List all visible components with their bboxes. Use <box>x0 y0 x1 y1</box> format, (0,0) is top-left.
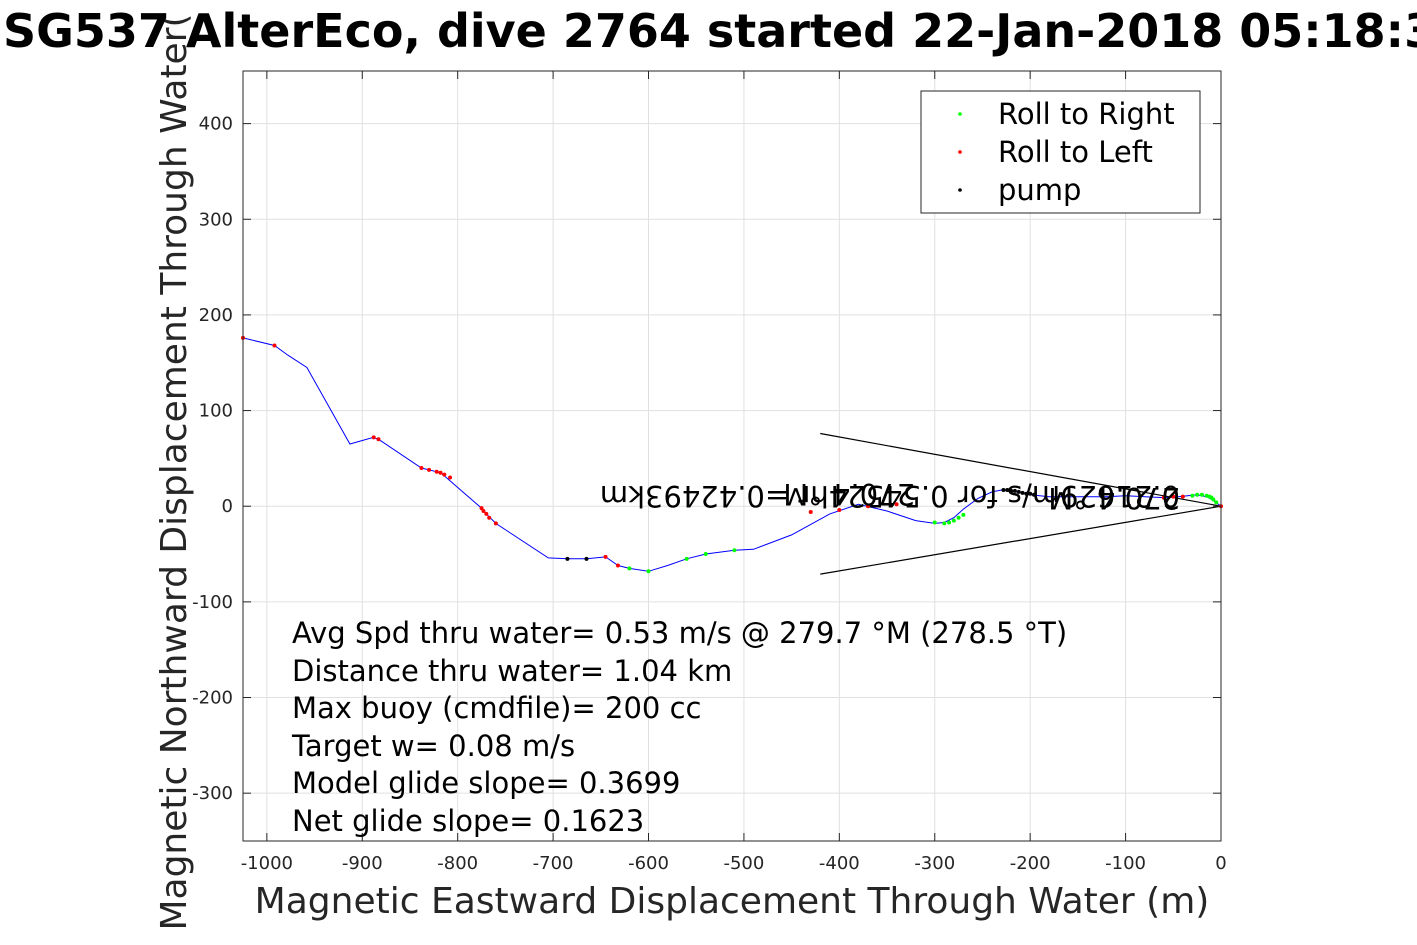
x-tick-label: -500 <box>723 853 764 874</box>
pump-point <box>565 556 570 561</box>
roll-right-point <box>1195 492 1200 497</box>
roll-left-point <box>442 472 447 477</box>
y-tick-label: 400 <box>199 114 233 135</box>
roll-left-point <box>434 469 439 474</box>
roll-left-point <box>603 554 608 559</box>
roll-left-point <box>837 508 842 513</box>
pump-point <box>1009 488 1014 493</box>
pump-point <box>584 556 589 561</box>
y-tick-label: -300 <box>192 783 233 804</box>
pump-point <box>1001 487 1006 492</box>
roll-left-point <box>808 509 813 514</box>
roll-right-point <box>942 521 947 526</box>
roll-left-point <box>865 504 870 509</box>
roll-left-point <box>438 470 443 475</box>
legend-marker-pump <box>958 188 962 192</box>
legend-label-roll-left: Roll to Left <box>998 135 1153 169</box>
annotation-distance: Distance thru water= 1.04 km <box>292 654 732 688</box>
roll-right-point <box>732 548 737 553</box>
pump-point <box>1031 492 1036 497</box>
roll-left-point <box>1161 495 1166 500</box>
roll-left-point <box>479 506 484 511</box>
roll-left-point <box>272 343 277 348</box>
data-points-group <box>241 335 1223 574</box>
x-tick-label: -300 <box>914 853 955 874</box>
pump-point <box>1024 491 1029 496</box>
annotation-avg-speed: Avg Spd thru water= 0.53 m/s @ 279.7 °M … <box>292 616 1067 650</box>
roll-right-point <box>951 518 956 523</box>
x-tick-label: -800 <box>437 853 478 874</box>
roll-right-point <box>703 552 708 557</box>
y-tick-label: -200 <box>192 688 233 709</box>
pump-point <box>1016 489 1021 494</box>
x-tick-label: -200 <box>1010 853 1051 874</box>
pump-point <box>1012 488 1017 493</box>
roll-left-point <box>487 515 492 520</box>
roll-left-point <box>481 509 486 513</box>
legend-marker-roll-right <box>958 112 962 116</box>
mirrored-labels: 0.21629m/s for 0.54524hr =0.42493km 270.… <box>600 477 1180 515</box>
pump-point <box>1005 487 1010 492</box>
roll-left-point <box>427 467 432 472</box>
current-cone <box>820 432 1222 575</box>
y-tick-label: 0 <box>222 496 233 517</box>
roll-right-point <box>1199 492 1204 497</box>
roll-left-point <box>1171 494 1176 499</box>
roll-right-point <box>1214 500 1219 505</box>
roll-right-point <box>932 520 937 525</box>
annotation-model-glide-slope: Model glide slope= 0.3699 <box>292 766 680 800</box>
plot-frame <box>242 70 1222 842</box>
roll-left-point <box>371 435 376 440</box>
roll-right-point <box>961 512 966 517</box>
legend: Roll to Right Roll to Left pump <box>920 90 1201 214</box>
y-tick-label: 300 <box>199 209 233 230</box>
annotation-target-w: Target w= 0.08 m/s <box>291 729 575 763</box>
y-axis-label: Magnetic Northward Displacement Through … <box>154 13 195 930</box>
roll-left-point <box>376 437 381 442</box>
mirrored-label-heading-2: 270.4 °M <box>1048 481 1180 515</box>
y-tick-label: -100 <box>192 592 233 613</box>
roll-left-point <box>448 475 453 480</box>
annotation-max-buoy: Max buoy (cmdfile)= 200 cc <box>292 691 701 725</box>
x-tick-label: 0 <box>1215 853 1226 874</box>
pump-point <box>1020 490 1025 495</box>
roll-right-point <box>684 556 689 561</box>
current-cone-upper-line <box>820 432 1222 507</box>
roll-right-point <box>956 515 961 520</box>
legend-box <box>920 90 1201 214</box>
legend-label-roll-right: Roll to Right <box>998 97 1175 131</box>
roll-right-point <box>947 520 952 525</box>
pump-point <box>1028 491 1033 496</box>
legend-marker-roll-left <box>958 150 962 154</box>
chart-title: SG537 AlterEco, dive 2764 started 22-Jan… <box>3 4 1417 58</box>
mirrored-label-current: 0.21629m/s for 0.54524hr =0.42493km <box>600 479 1180 513</box>
roll-right-point <box>646 569 651 574</box>
tick-labels: -1000 -900 -800 -700 -600 -500 -400 -300 -200 -10… <box>192 71 1227 874</box>
roll-right-point <box>1211 497 1216 502</box>
stats-annotations: Avg Spd thru water= 0.53 m/s @ 279.7 °M … <box>291 616 1067 838</box>
roll-left-point <box>419 465 424 470</box>
x-tick-label: -1000 <box>241 853 293 874</box>
x-tick-label: -600 <box>628 853 669 874</box>
x-tick-label: -700 <box>533 853 574 874</box>
y-tick-label: 200 <box>199 305 233 326</box>
roll-left-point <box>1180 494 1185 499</box>
x-tick-label: -100 <box>1105 853 1146 874</box>
annotation-net-glide-slope: Net glide slope= 0.1623 <box>292 804 644 838</box>
current-cone-lower-line <box>820 505 1222 575</box>
y-tick-label: 100 <box>199 401 233 422</box>
roll-left-point <box>493 521 498 526</box>
x-tick-label: -400 <box>819 853 860 874</box>
x-axis-label: Magnetic Eastward Displacement Through W… <box>255 881 1210 922</box>
mirrored-label-heading-1: 270.4 °M <box>783 477 915 511</box>
roll-right-point <box>627 566 632 571</box>
roll-left-point <box>615 563 620 568</box>
roll-right-point <box>1190 493 1195 498</box>
legend-label-pump: pump <box>998 173 1081 207</box>
x-tick-label: -900 <box>342 853 383 874</box>
roll-left-point <box>484 511 489 516</box>
roll-left-point <box>894 502 899 507</box>
